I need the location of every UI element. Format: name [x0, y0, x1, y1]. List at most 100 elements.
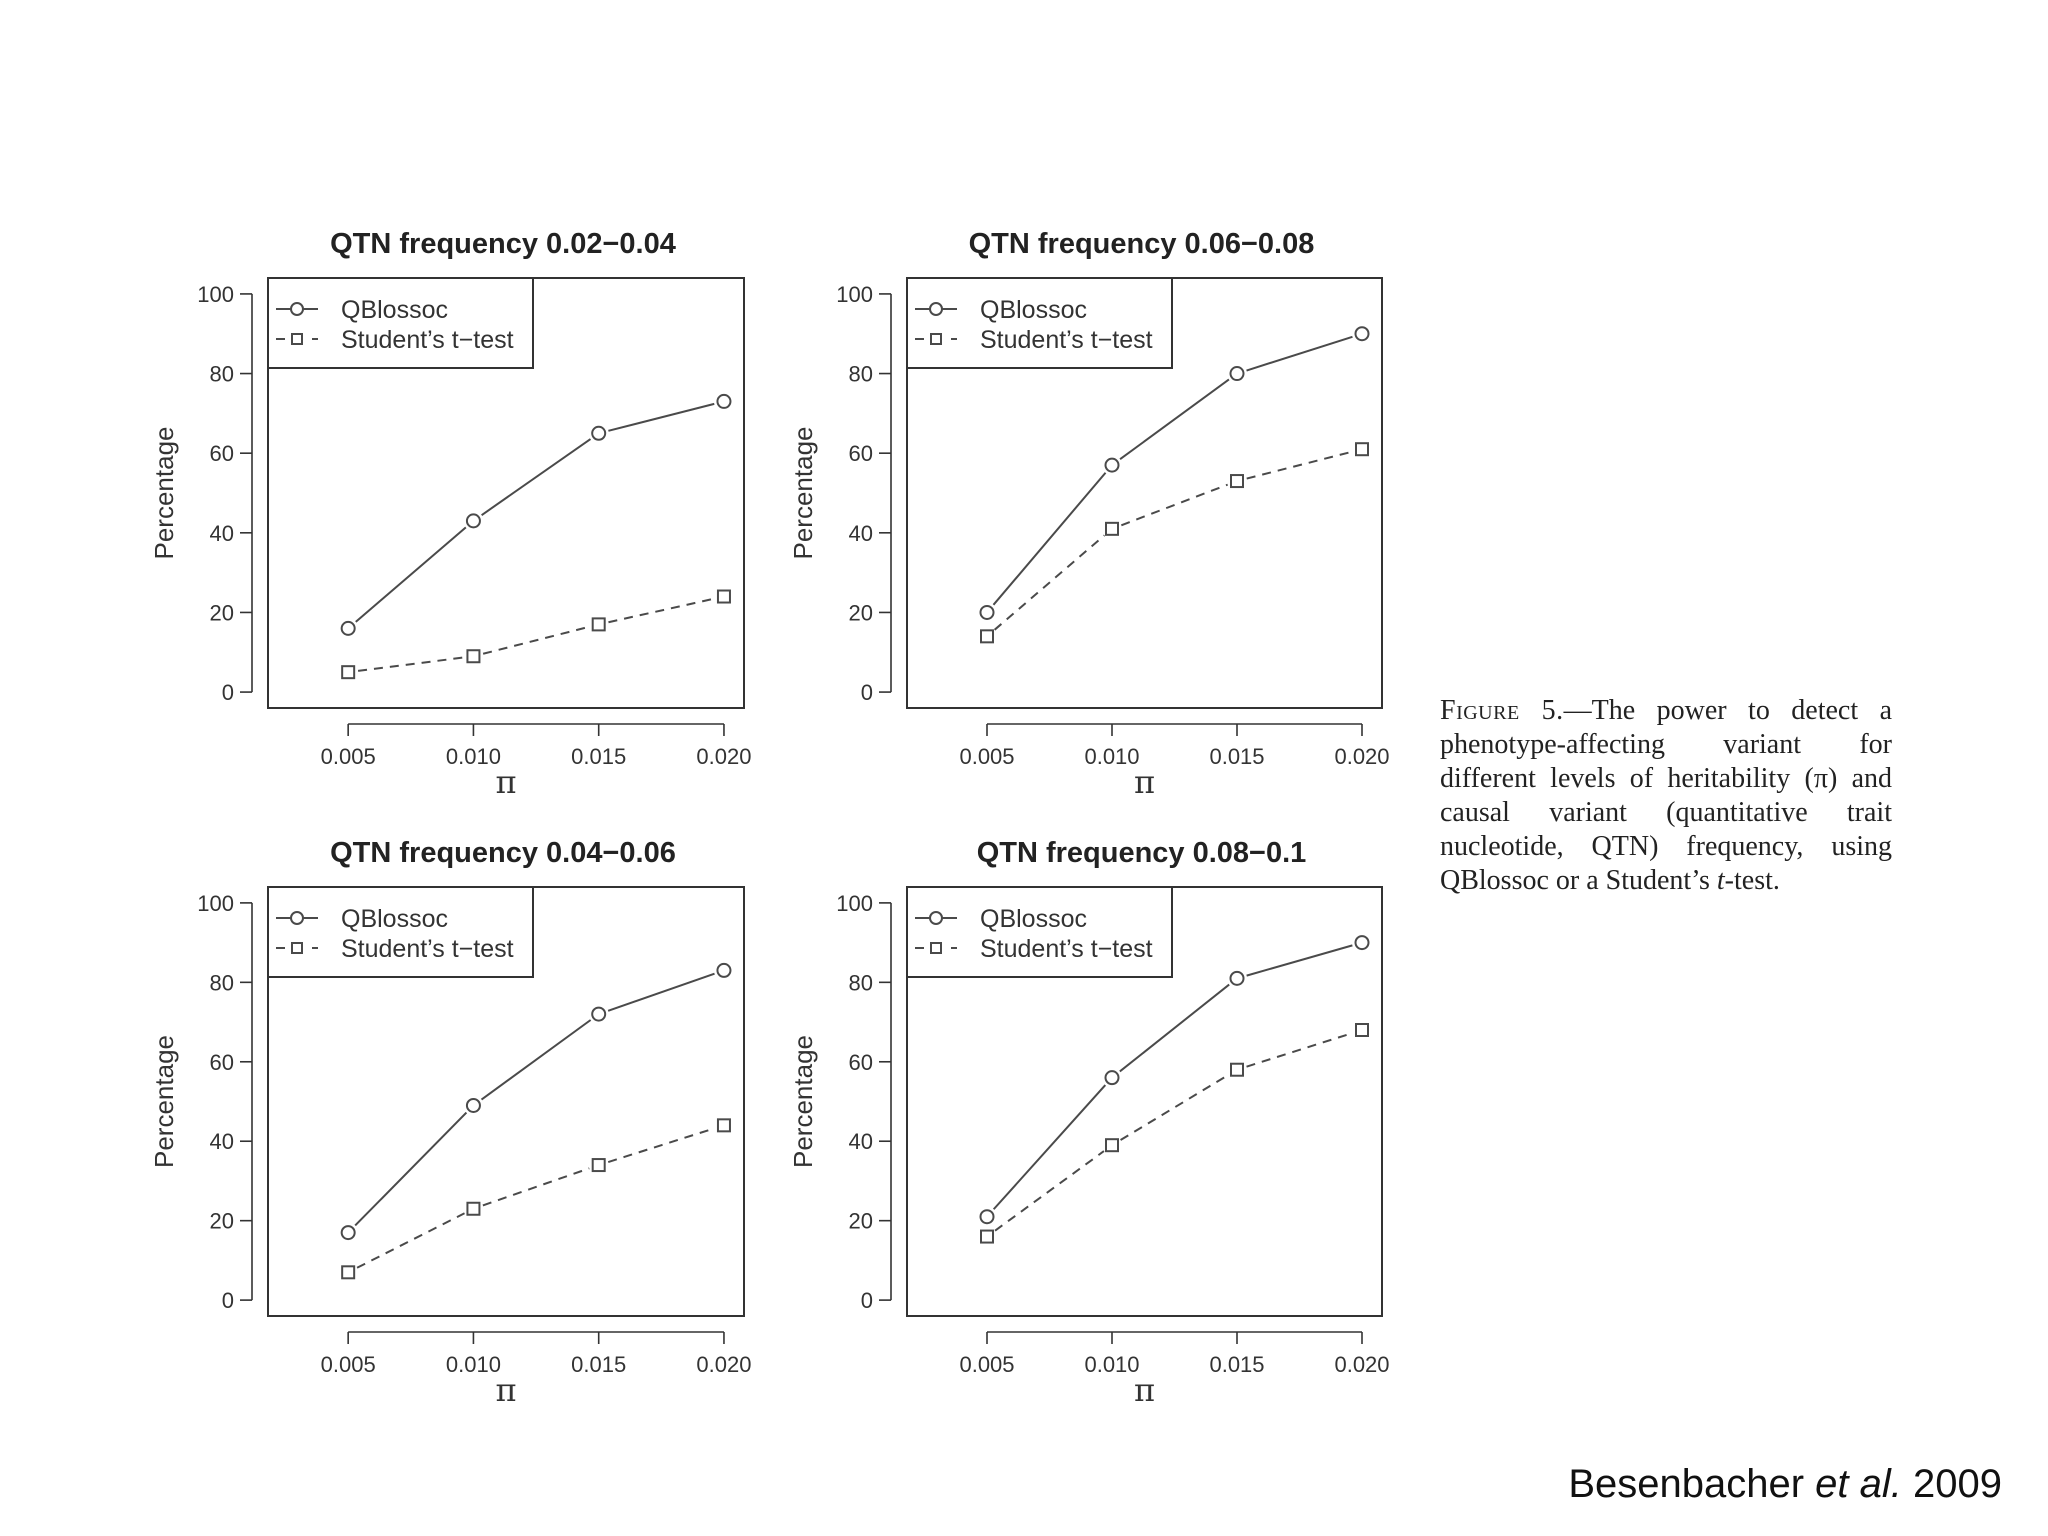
series-2 [980, 442, 1369, 644]
data-point-circle [1229, 970, 1245, 986]
y-tick-label: 80 [849, 970, 873, 995]
series-line-segment [482, 1167, 590, 1207]
x-tick-label: 0.020 [1334, 744, 1389, 769]
data-point-square [466, 1201, 481, 1216]
data-point-square [980, 629, 994, 644]
chart-panel-2: QTN frequency 0.06−0.08 0 20 40 60 80 100 0.005… [788, 228, 1390, 801]
data-point-circle [1354, 935, 1370, 951]
data-point-circle [340, 1225, 356, 1241]
series-line-segment [480, 1019, 592, 1101]
x-tick-label: 0.010 [446, 1352, 501, 1377]
x-tick-label: 0.005 [959, 1352, 1014, 1377]
data-point-circle [979, 604, 995, 620]
chart-title: QTN frequency 0.02−0.04 [330, 228, 676, 260]
data-point-square [341, 665, 356, 680]
legend-label: QBlossoc [341, 296, 448, 324]
x-tick-label: 0.010 [1084, 1352, 1139, 1377]
legend-label: QBlossoc [980, 296, 1087, 324]
series-line-segment [354, 1111, 468, 1227]
data-point-circle [979, 1209, 995, 1225]
data-point-circle [465, 513, 481, 529]
y-tick-label: 60 [210, 441, 234, 466]
data-point-circle [591, 1006, 607, 1022]
legend-box [906, 886, 1173, 978]
data-point-circle [340, 620, 356, 636]
series-line-segment [481, 438, 592, 516]
x-tick-label: 0.020 [696, 744, 751, 769]
data-point-circle [716, 393, 732, 409]
x-tick-label: 0.020 [696, 1352, 751, 1377]
series-2 [341, 589, 731, 680]
x-tick-label: 0.005 [959, 744, 1014, 769]
legend-label: Student’s t−test [341, 326, 514, 354]
caption-label: Figure 5. [1440, 695, 1564, 726]
series-line-segment [1119, 378, 1230, 461]
series-line-segment [994, 1150, 1105, 1232]
data-point-square [591, 617, 606, 632]
series-line-segment [356, 1212, 465, 1269]
series-line-segment [992, 472, 1107, 606]
series-line-segment [607, 1127, 715, 1163]
y-tick-label: 100 [836, 282, 873, 307]
y-axis-title: Percentage [149, 1035, 179, 1168]
chart-panel-3: QTN frequency 0.04−0.06 0 20 40 60 80 100 0.005… [149, 837, 751, 1409]
legend-marker-square [291, 333, 303, 345]
data-point-circle [1104, 457, 1120, 473]
legend-label: Student’s t−test [341, 935, 514, 963]
data-point-circle [1229, 366, 1245, 382]
series-1 [979, 326, 1370, 620]
y-tick-label: 20 [849, 1209, 873, 1234]
y-tick-label: 40 [210, 521, 234, 546]
y-tick-label: 60 [849, 441, 873, 466]
data-point-square [980, 1229, 994, 1244]
data-point-square [466, 649, 481, 664]
y-tick-label: 100 [197, 891, 234, 916]
series-line-segment [1120, 1074, 1229, 1141]
y-tick-label: 0 [861, 680, 873, 705]
legend-marker-circle [929, 911, 943, 925]
x-tick-label: 0.015 [571, 744, 626, 769]
legend-marker-square [291, 942, 303, 954]
y-tick-label: 80 [210, 970, 234, 995]
x-tick-label: 0.005 [321, 744, 376, 769]
data-point-square [591, 1158, 606, 1173]
y-tick-label: 60 [210, 1050, 234, 1075]
y-tick-label: 40 [849, 521, 873, 546]
series-line-segment [482, 625, 590, 655]
x-tick-label: 0.015 [571, 1352, 626, 1377]
series-line-segment [355, 526, 467, 623]
series-1 [979, 935, 1370, 1225]
x-axis-title: π [1134, 763, 1155, 801]
series-line-segment [357, 656, 464, 672]
legend-box [906, 277, 1173, 369]
y-tick-label: 60 [849, 1050, 873, 1075]
data-point-square [1230, 474, 1244, 489]
citation-etal: et al. [1815, 1462, 1902, 1506]
series-line-segment [1246, 1032, 1353, 1068]
legend-marker-square [930, 942, 942, 954]
legend-marker-square [930, 333, 942, 345]
x-axis-title: π [495, 763, 516, 801]
x-tick-label: 0.010 [1084, 744, 1139, 769]
y-tick-label: 0 [222, 1288, 234, 1313]
series-1 [340, 962, 732, 1241]
x-tick-label: 0.005 [321, 1352, 376, 1377]
data-point-square [1230, 1062, 1244, 1077]
series-line-segment [992, 1084, 1107, 1210]
data-point-circle [465, 1097, 481, 1113]
legend-label: Student’s t−test [980, 935, 1153, 963]
series-1 [340, 393, 732, 636]
series-line-segment [608, 402, 715, 432]
citation-author: Besenbacher [1568, 1462, 1805, 1506]
data-point-circle [591, 425, 607, 441]
series-line-segment [607, 972, 715, 1012]
legend-box [267, 886, 534, 978]
chart-panel-1: QTN frequency 0.02−0.04 0 20 40 60 80 100 0.005… [149, 228, 751, 801]
y-tick-label: 80 [849, 362, 873, 387]
series-line-segment [1246, 335, 1353, 372]
y-axis-title: Percentage [149, 427, 179, 560]
